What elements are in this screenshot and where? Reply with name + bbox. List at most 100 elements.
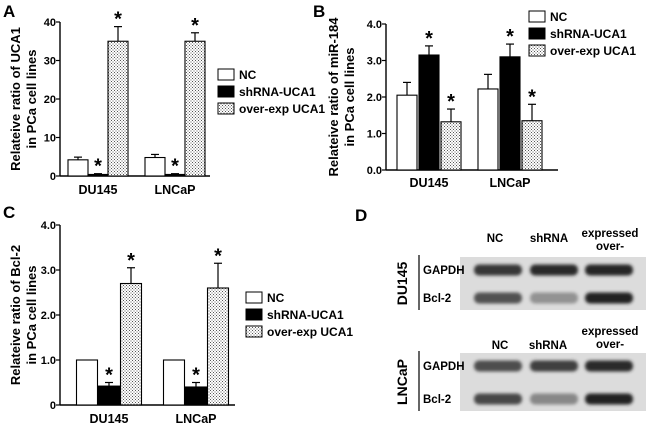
panel-b-bar-chart: B 0.0 1.0 2.0 3.0 4.0 Relateive ratio of miR-1…	[313, 2, 636, 190]
bar	[499, 56, 521, 171]
y-tick-label: 4.0	[41, 220, 56, 232]
significance-star: *	[127, 250, 135, 272]
legend-label: NC	[239, 68, 257, 82]
y-axis-title: in PCa cell lines	[24, 50, 39, 149]
legend-swatch	[245, 325, 263, 338]
legend-swatch	[528, 10, 546, 23]
protein-label: Bcl-2	[423, 293, 451, 305]
bar	[67, 159, 89, 177]
lane-label: shRNA	[529, 340, 567, 352]
protein-band	[530, 264, 578, 276]
legend-swatch	[245, 308, 263, 321]
significance-star: *	[214, 245, 222, 267]
panel-a-bar-chart: A 0 10 20 30 40 Relateive ratio of UCA1 in PCa …	[3, 2, 325, 197]
legend-label: over-exp UCA1	[550, 44, 636, 58]
bar	[521, 120, 543, 171]
protein-label: GAPDH	[423, 361, 465, 373]
panel-letter: A	[3, 2, 15, 21]
bar	[418, 54, 440, 171]
panel-c-bar-chart: C 0 1.0 2.0 3.0 4.0 Relateive ratio of Bcl-2 in…	[3, 203, 353, 426]
protein-band	[474, 292, 522, 304]
cell-line-label: LNCaP	[394, 359, 410, 405]
significance-star: *	[447, 91, 455, 113]
legend-label: shRNA-UCA1	[239, 85, 316, 99]
bar	[206, 287, 230, 406]
cell-line-label: DU145	[394, 262, 410, 306]
significance-star: *	[105, 365, 113, 387]
lane-label: over-	[596, 241, 624, 253]
bar	[477, 88, 499, 171]
legend-label: shRNA-UCA1	[267, 308, 344, 322]
bar	[440, 121, 462, 171]
x-category-label: LNCaP	[155, 183, 196, 197]
legend-swatch	[217, 68, 235, 81]
y-tick-label: 2.0	[367, 92, 382, 104]
lane-label: NC	[492, 340, 509, 352]
legend-swatch	[528, 27, 546, 40]
panel-letter: C	[3, 203, 15, 222]
protein-band	[530, 292, 578, 304]
y-tick-label: 1.0	[41, 355, 56, 367]
y-axis-title: in PCa cell lines	[342, 48, 357, 147]
y-axis-title: Relateive ratio of miR-184	[326, 17, 341, 177]
lane-label: NC	[487, 233, 504, 245]
bar	[144, 156, 166, 177]
significance-star: *	[425, 28, 433, 50]
protein-band	[474, 360, 522, 372]
protein-band	[530, 393, 578, 405]
y-tick-label: 3.0	[367, 56, 382, 68]
y-tick-label: 1.0	[367, 129, 382, 141]
y-tick-label: 0	[50, 171, 56, 183]
bar	[396, 94, 418, 171]
bar	[162, 359, 186, 406]
protein-band	[585, 292, 633, 304]
legend-swatch	[528, 44, 546, 57]
lane-label: expressed	[582, 326, 639, 338]
y-tick-label: 3.0	[41, 265, 56, 277]
protein-band	[530, 360, 578, 372]
protein-band	[585, 393, 633, 405]
protein-band	[474, 393, 522, 405]
lane-label: shRNA	[530, 233, 568, 245]
y-tick-label: 0.0	[367, 165, 382, 177]
legend-label: over-exp UCA1	[239, 102, 325, 116]
bar	[119, 282, 143, 406]
x-category-label: DU145	[410, 176, 449, 190]
y-tick-label: 10	[44, 133, 56, 145]
bar	[97, 385, 121, 406]
protein-label: GAPDH	[423, 265, 465, 277]
significance-star: *	[192, 365, 200, 387]
bar	[107, 40, 129, 177]
x-category-label: DU145	[79, 183, 118, 197]
panel-letter: B	[313, 2, 325, 21]
legend-swatch	[217, 102, 235, 115]
bar	[75, 359, 99, 406]
lane-label: over-	[596, 339, 624, 351]
protein-band	[474, 264, 522, 276]
panel-letter: D	[355, 206, 367, 225]
significance-star: *	[171, 156, 179, 178]
significance-star: *	[191, 15, 199, 37]
lane-label: expressed	[582, 228, 639, 240]
bar	[184, 386, 208, 406]
x-category-label: LNCaP	[490, 176, 531, 190]
y-tick-label: 30	[44, 56, 56, 68]
x-category-label: LNCaP	[176, 412, 217, 426]
y-tick-label: 20	[44, 94, 56, 106]
y-tick-label: 40	[44, 17, 56, 29]
y-axis-title: in PCa cell lines	[24, 266, 39, 365]
legend-label: over-exp UCA1	[267, 325, 353, 339]
legend-swatch	[245, 291, 263, 304]
significance-star: *	[94, 156, 102, 178]
y-tick-label: 4.0	[367, 19, 382, 31]
y-tick-label: 0	[50, 400, 56, 412]
legend-label: NC	[267, 291, 285, 305]
significance-star: *	[506, 26, 514, 48]
legend-swatch	[217, 85, 235, 98]
legend-label: NC	[550, 10, 568, 24]
y-axis-title: Relateive ratio of Bcl-2	[8, 245, 23, 385]
y-axis-title: Relateive ratio of UCA1	[8, 27, 23, 171]
legend-label: shRNA-UCA1	[550, 27, 627, 41]
